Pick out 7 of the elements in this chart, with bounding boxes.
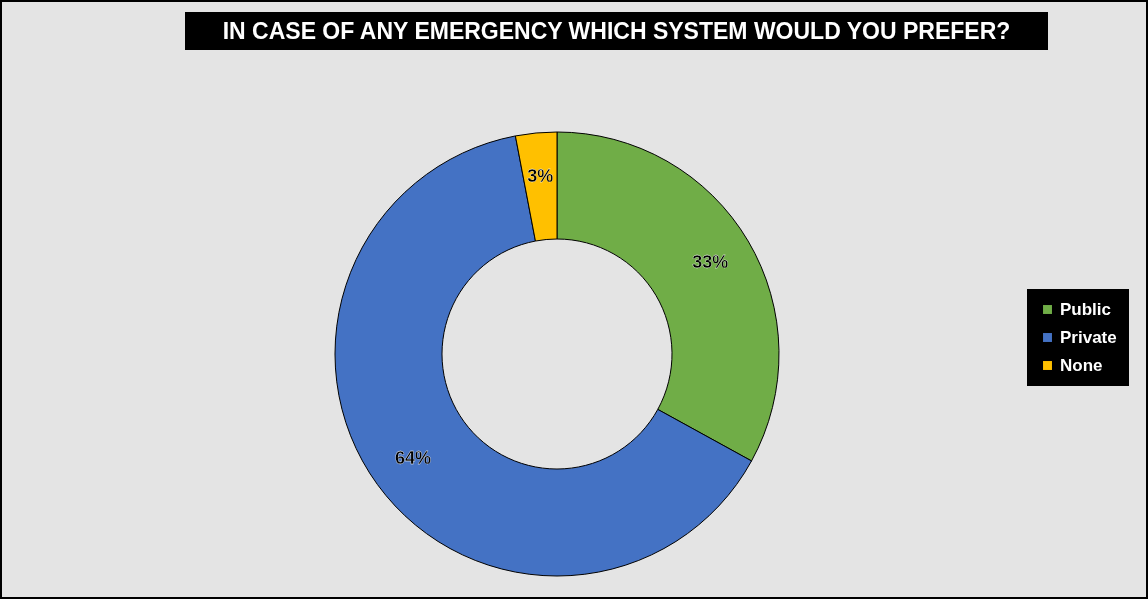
legend-label: Private <box>1060 327 1117 347</box>
legend-label: None <box>1060 355 1103 375</box>
legend-label: Public <box>1060 299 1112 319</box>
data-label: 33% <box>692 252 729 273</box>
data-label: 64% <box>394 447 432 468</box>
chart-title: IN CASE OF ANY EMERGENCY WHICH SYSTEM WOULD YOU PREFER? <box>185 12 1048 50</box>
data-label: 3% <box>527 165 554 186</box>
